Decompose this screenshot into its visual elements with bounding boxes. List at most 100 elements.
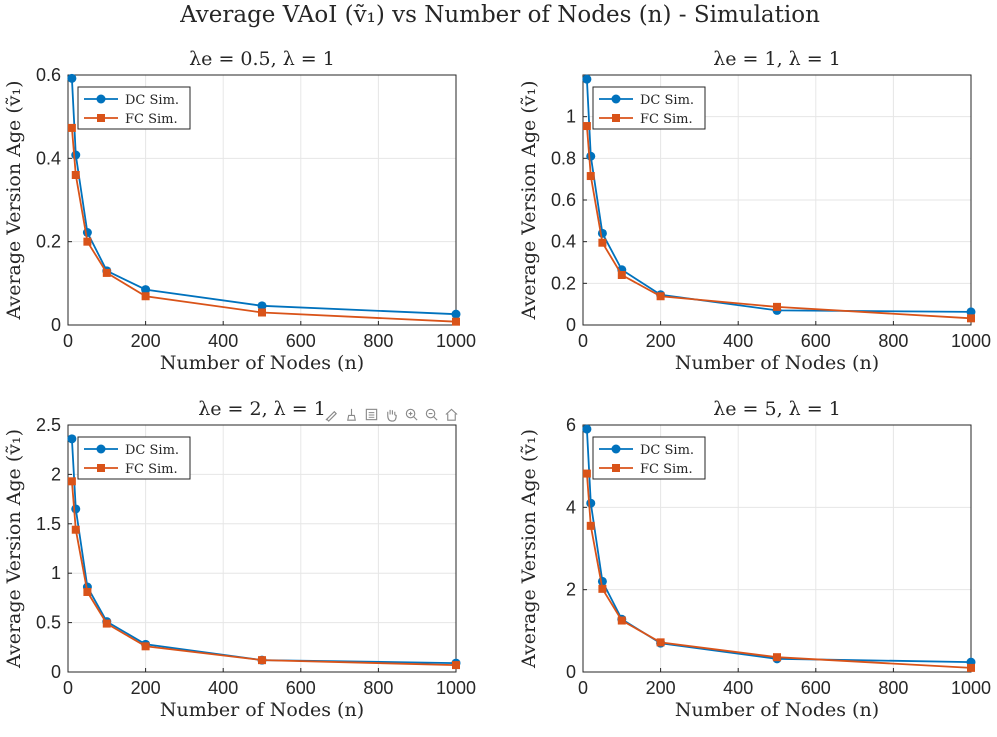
data-point-dc[interactable] — [71, 150, 81, 160]
brush-icon[interactable] — [322, 405, 340, 423]
data-point-fc[interactable] — [967, 314, 975, 323]
y-axis-label: Average Version Age (ṽ₁) — [3, 429, 25, 669]
x-tick-label: 600 — [801, 678, 831, 698]
y-tick-label: 0.8 — [551, 148, 576, 168]
pan-hand-icon[interactable] — [382, 405, 400, 423]
data-point-fc[interactable] — [598, 238, 607, 247]
data-point-fc[interactable] — [452, 317, 460, 326]
x-tick-label: 1000 — [436, 678, 476, 698]
legend-marker-fc — [97, 114, 105, 122]
legend[interactable]: DC Sim. FC Sim. — [592, 86, 706, 130]
data-point-dc[interactable] — [966, 307, 976, 317]
y-tick-label: 1 — [566, 107, 576, 127]
data-point-fc[interactable] — [656, 638, 665, 647]
subplot-4: 0 200 400 600 800 1000 0 2 4 6 λe = 5, λ = 1 Number… — [518, 398, 991, 721]
y-tick-label: 0 — [51, 315, 61, 335]
subplot-3: 0 200 400 600 800 1000 0 0.5 1 1.5 2 2.5 λe = 2, λ =… — [3, 398, 476, 721]
y-tick-label: 0 — [566, 662, 576, 682]
legend-label: FC Sim. — [640, 112, 693, 127]
subplot-title: λe = 5, λ = 1 — [713, 398, 841, 420]
data-point-fc[interactable] — [586, 521, 595, 530]
x-tick-label: 800 — [363, 678, 393, 698]
data-point-fc[interactable] — [773, 653, 781, 662]
y-tick-label: 0.4 — [551, 232, 576, 252]
axes-box — [67, 424, 457, 673]
zoom-in-icon[interactable] — [402, 405, 420, 423]
y-axis-label: Average Version Age (ṽ₁) — [3, 81, 25, 321]
subplot-title: λe = 0.5, λ = 1 — [189, 48, 335, 70]
x-tick-label: 400 — [723, 331, 753, 351]
data-point-fc[interactable] — [141, 642, 150, 651]
legend-marker-fc — [97, 464, 105, 472]
data-tips-icon[interactable] — [342, 405, 360, 423]
data-point-fc[interactable] — [617, 271, 626, 279]
y-tick-label: 4 — [566, 497, 576, 517]
x-axis-label: Number of Nodes (n) — [160, 352, 364, 374]
legend-label: FC Sim. — [640, 462, 693, 477]
data-point-fc[interactable] — [67, 123, 76, 132]
x-tick-label: 800 — [363, 331, 393, 351]
data-point-fc[interactable] — [71, 525, 80, 534]
subplot-1: 0 200 400 600 800 1000 0 0.2 0.4 0.6 λe = 0.5, λ =… — [3, 48, 476, 374]
subplot-2: 0 200 400 600 800 1000 0 0.2 0.4 0.6 0.8 1 λe = 1, λ… — [518, 48, 991, 374]
y-tick-label: 0 — [51, 662, 61, 682]
data-point-fc[interactable] — [102, 619, 111, 628]
data-point-fc[interactable] — [102, 268, 111, 277]
legend-marker-dc — [611, 94, 621, 104]
data-point-dc[interactable] — [582, 424, 592, 434]
data-point-fc[interactable] — [67, 477, 76, 486]
x-tick-label: 1000 — [436, 331, 476, 351]
x-tick-label: 1000 — [951, 331, 991, 351]
axes-box — [67, 74, 457, 326]
legend[interactable]: DC Sim. FC Sim. — [592, 436, 706, 480]
data-point-fc[interactable] — [582, 122, 591, 131]
data-point-fc[interactable] — [582, 469, 591, 478]
legend[interactable]: DC Sim. FC Sim. — [77, 436, 191, 480]
data-point-fc[interactable] — [141, 292, 150, 301]
data-point-fc[interactable] — [586, 172, 595, 181]
home-icon[interactable] — [442, 405, 460, 423]
x-tick-label: 600 — [286, 678, 316, 698]
x-axis-label: Number of Nodes (n) — [160, 699, 364, 721]
zoom-out-icon[interactable] — [422, 405, 440, 423]
x-tick-label: 600 — [801, 331, 831, 351]
data-point-fc[interactable] — [617, 616, 626, 625]
data-point-fc[interactable] — [71, 171, 80, 179]
data-point-fc[interactable] — [656, 292, 665, 301]
legend-label: FC Sim. — [125, 462, 178, 477]
legend-toggle-icon[interactable] — [362, 405, 380, 423]
data-point-dc[interactable] — [582, 74, 592, 84]
data-point-fc[interactable] — [598, 584, 607, 593]
subplot-title: λe = 2, λ = 1 — [198, 398, 326, 420]
data-point-dc[interactable] — [67, 434, 77, 444]
data-point-dc[interactable] — [597, 228, 607, 238]
y-axis-label: Average Version Age (ṽ₁) — [518, 429, 540, 669]
x-tick-label: 200 — [131, 331, 161, 351]
legend-box — [592, 436, 706, 480]
legend-label: DC Sim. — [125, 443, 179, 458]
legend-marker-dc — [611, 444, 621, 454]
data-point-fc[interactable] — [258, 656, 266, 665]
x-tick-label: 0 — [578, 331, 588, 351]
y-tick-label: 0.5 — [36, 613, 61, 633]
data-point-fc[interactable] — [967, 663, 975, 672]
data-point-dc[interactable] — [586, 151, 596, 161]
data-point-dc[interactable] — [141, 285, 151, 295]
data-point-fc[interactable] — [258, 308, 266, 317]
data-point-dc[interactable] — [67, 73, 77, 83]
data-point-fc[interactable] — [452, 661, 460, 670]
data-point-fc[interactable] — [83, 237, 92, 246]
data-point-dc[interactable] — [586, 498, 596, 508]
data-point-dc[interactable] — [257, 301, 267, 311]
data-point-dc[interactable] — [82, 228, 92, 237]
legend-label: DC Sim. — [125, 93, 179, 108]
figure-title: Average VAoI (ṽ₁) vs Number of Nodes (n)… — [179, 2, 820, 28]
data-point-fc[interactable] — [83, 587, 92, 596]
data-point-dc[interactable] — [451, 309, 461, 319]
legend[interactable]: DC Sim. FC Sim. — [77, 86, 191, 130]
data-point-fc[interactable] — [773, 302, 781, 311]
data-point-dc[interactable] — [71, 504, 81, 514]
legend-label: DC Sim. — [640, 93, 694, 108]
axes-box — [582, 424, 972, 673]
